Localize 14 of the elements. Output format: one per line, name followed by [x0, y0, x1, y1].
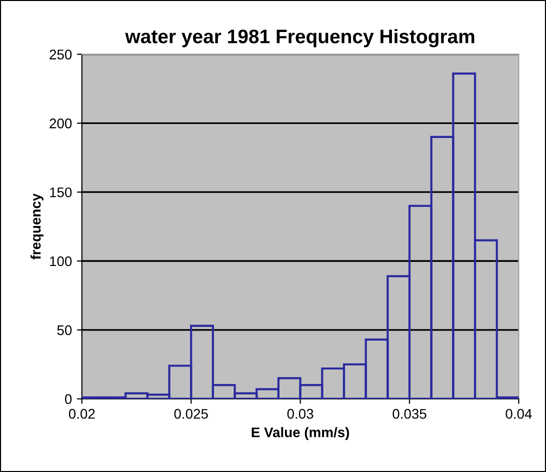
- x-axis-title: E Value (mm/s): [252, 427, 350, 440]
- y-tick-label: 0: [64, 394, 72, 404]
- x-tick-label: 0.03: [287, 408, 314, 419]
- y-tick-label: 250: [50, 50, 72, 60]
- x-tick-label: 0.02: [68, 408, 95, 419]
- x-tick-label: 0.025: [174, 408, 208, 419]
- y-tick-label: 50: [57, 325, 72, 336]
- y-axis-title: frequency: [30, 193, 44, 260]
- x-tick-label: 0.04: [506, 408, 532, 419]
- y-tick-label: 150: [50, 187, 72, 198]
- chart-title: water year 1981 Frequency Histogram: [125, 29, 474, 48]
- x-tick-label: 0.035: [392, 408, 426, 419]
- y-tick-label: 100: [50, 256, 72, 266]
- y-tick-label: 200: [50, 118, 72, 128]
